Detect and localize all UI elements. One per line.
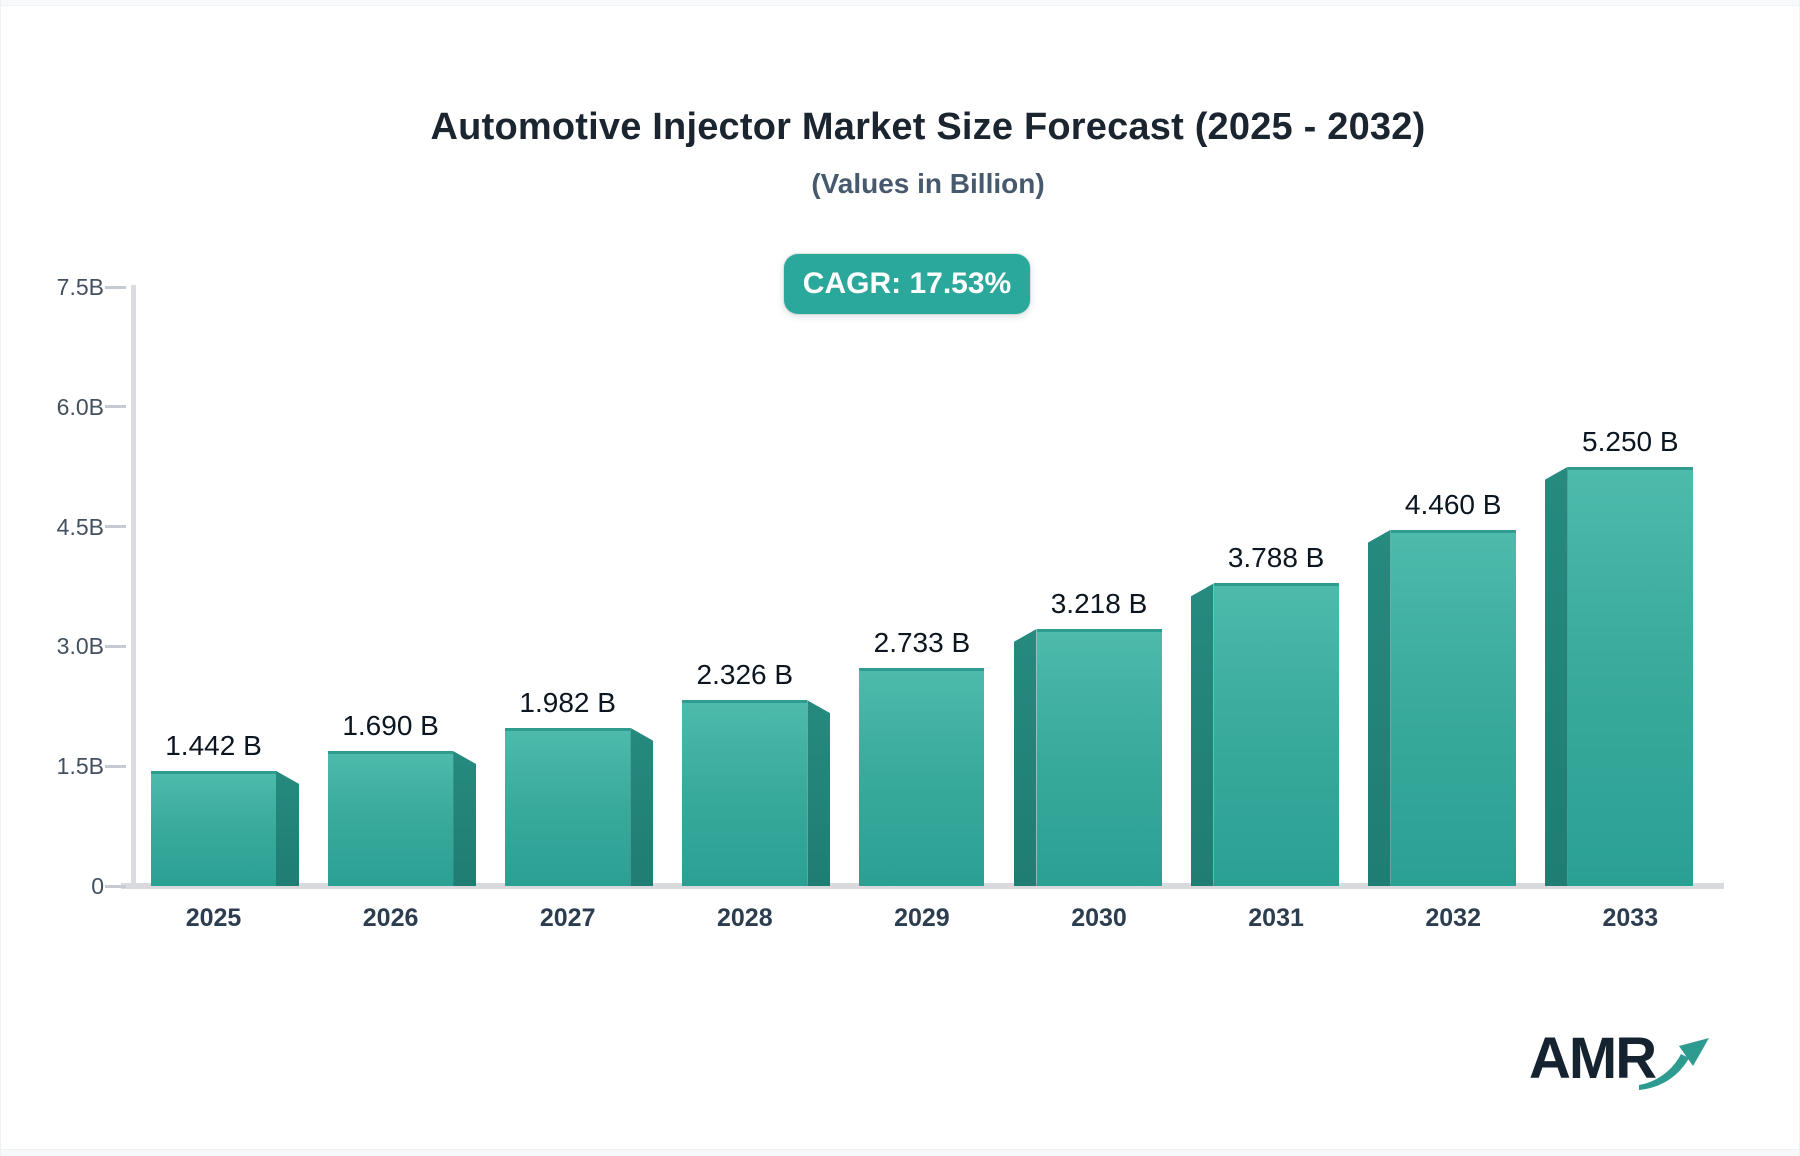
x-axis-category-label: 2033 [1602, 904, 1659, 932]
bar-3d-side [276, 770, 299, 886]
y-tick-label: 6.0B [56, 393, 104, 420]
x-axis-line [121, 883, 1724, 889]
x-axis-category-label: 2030 [1071, 904, 1127, 932]
x-axis-category-label: 2031 [1248, 904, 1304, 932]
bar-value-label: 2.326 B [696, 659, 794, 691]
amr-logo: AMR [1529, 1028, 1713, 1098]
bar-value-label: 3.788 B [1227, 542, 1325, 574]
chart-subtitle: (Values in Billion) [811, 168, 1045, 199]
y-tick-label: 3.0B [56, 633, 104, 660]
bar-value-label: 5.250 B [1582, 425, 1679, 457]
y-axis-line [131, 285, 136, 886]
x-axis-category-label: 2027 [539, 904, 596, 932]
bar-3d-side [1367, 529, 1391, 886]
amr-logo-text: AMR [1529, 1026, 1657, 1091]
bar [1036, 628, 1162, 886]
x-axis-category-label: 2032 [1425, 904, 1481, 932]
y-tick-mark [105, 405, 126, 409]
y-tick-mark [105, 884, 126, 888]
y-tick-label: 0 [91, 873, 104, 899]
bar [328, 751, 454, 886]
y-tick-mark [105, 525, 126, 529]
growth-arrow-icon [1639, 1038, 1710, 1090]
bar-value-label: 1.690 B [342, 710, 439, 742]
bar-3d-side [453, 751, 477, 886]
y-tick-mark [105, 285, 126, 289]
bar [1567, 466, 1693, 886]
bar [151, 770, 276, 886]
page-top-border [1, 0, 1799, 6]
bar-value-label: 1.442 B [165, 729, 262, 761]
y-tick-label: 4.5B [56, 513, 104, 540]
y-tick-label: 7.5B [56, 274, 104, 300]
x-axis-category-label: 2029 [894, 904, 950, 932]
bar [1213, 583, 1339, 886]
x-axis-category-label: 2028 [716, 904, 773, 932]
bar-3d-side [807, 700, 831, 886]
y-tick-mark [105, 644, 126, 648]
bar-value-label: 3.218 B [1050, 587, 1148, 619]
bar [505, 727, 631, 886]
bar-value-label: 1.982 B [519, 686, 616, 718]
bar-3d-side [630, 727, 654, 886]
y-tick-mark [105, 764, 126, 768]
cagr-badge: CAGR: 17.53% [784, 254, 1030, 314]
x-axis-category-label: 2025 [185, 904, 242, 932]
x-axis-category-label: 2026 [362, 904, 419, 932]
bar [859, 667, 985, 886]
bar [682, 700, 808, 886]
chart-title: Automotive Injector Market Size Forecast… [430, 106, 1426, 148]
bar-value-label: 2.733 B [873, 626, 971, 658]
bar-3d-side [1190, 583, 1214, 886]
bar-3d-side [1544, 466, 1568, 886]
bar-value-label: 4.460 B [1404, 488, 1502, 520]
page-bottom-border [1, 1149, 1799, 1156]
bar-3d-side [1013, 628, 1037, 886]
y-tick-label: 1.5B [56, 753, 104, 780]
bar [1390, 529, 1516, 886]
